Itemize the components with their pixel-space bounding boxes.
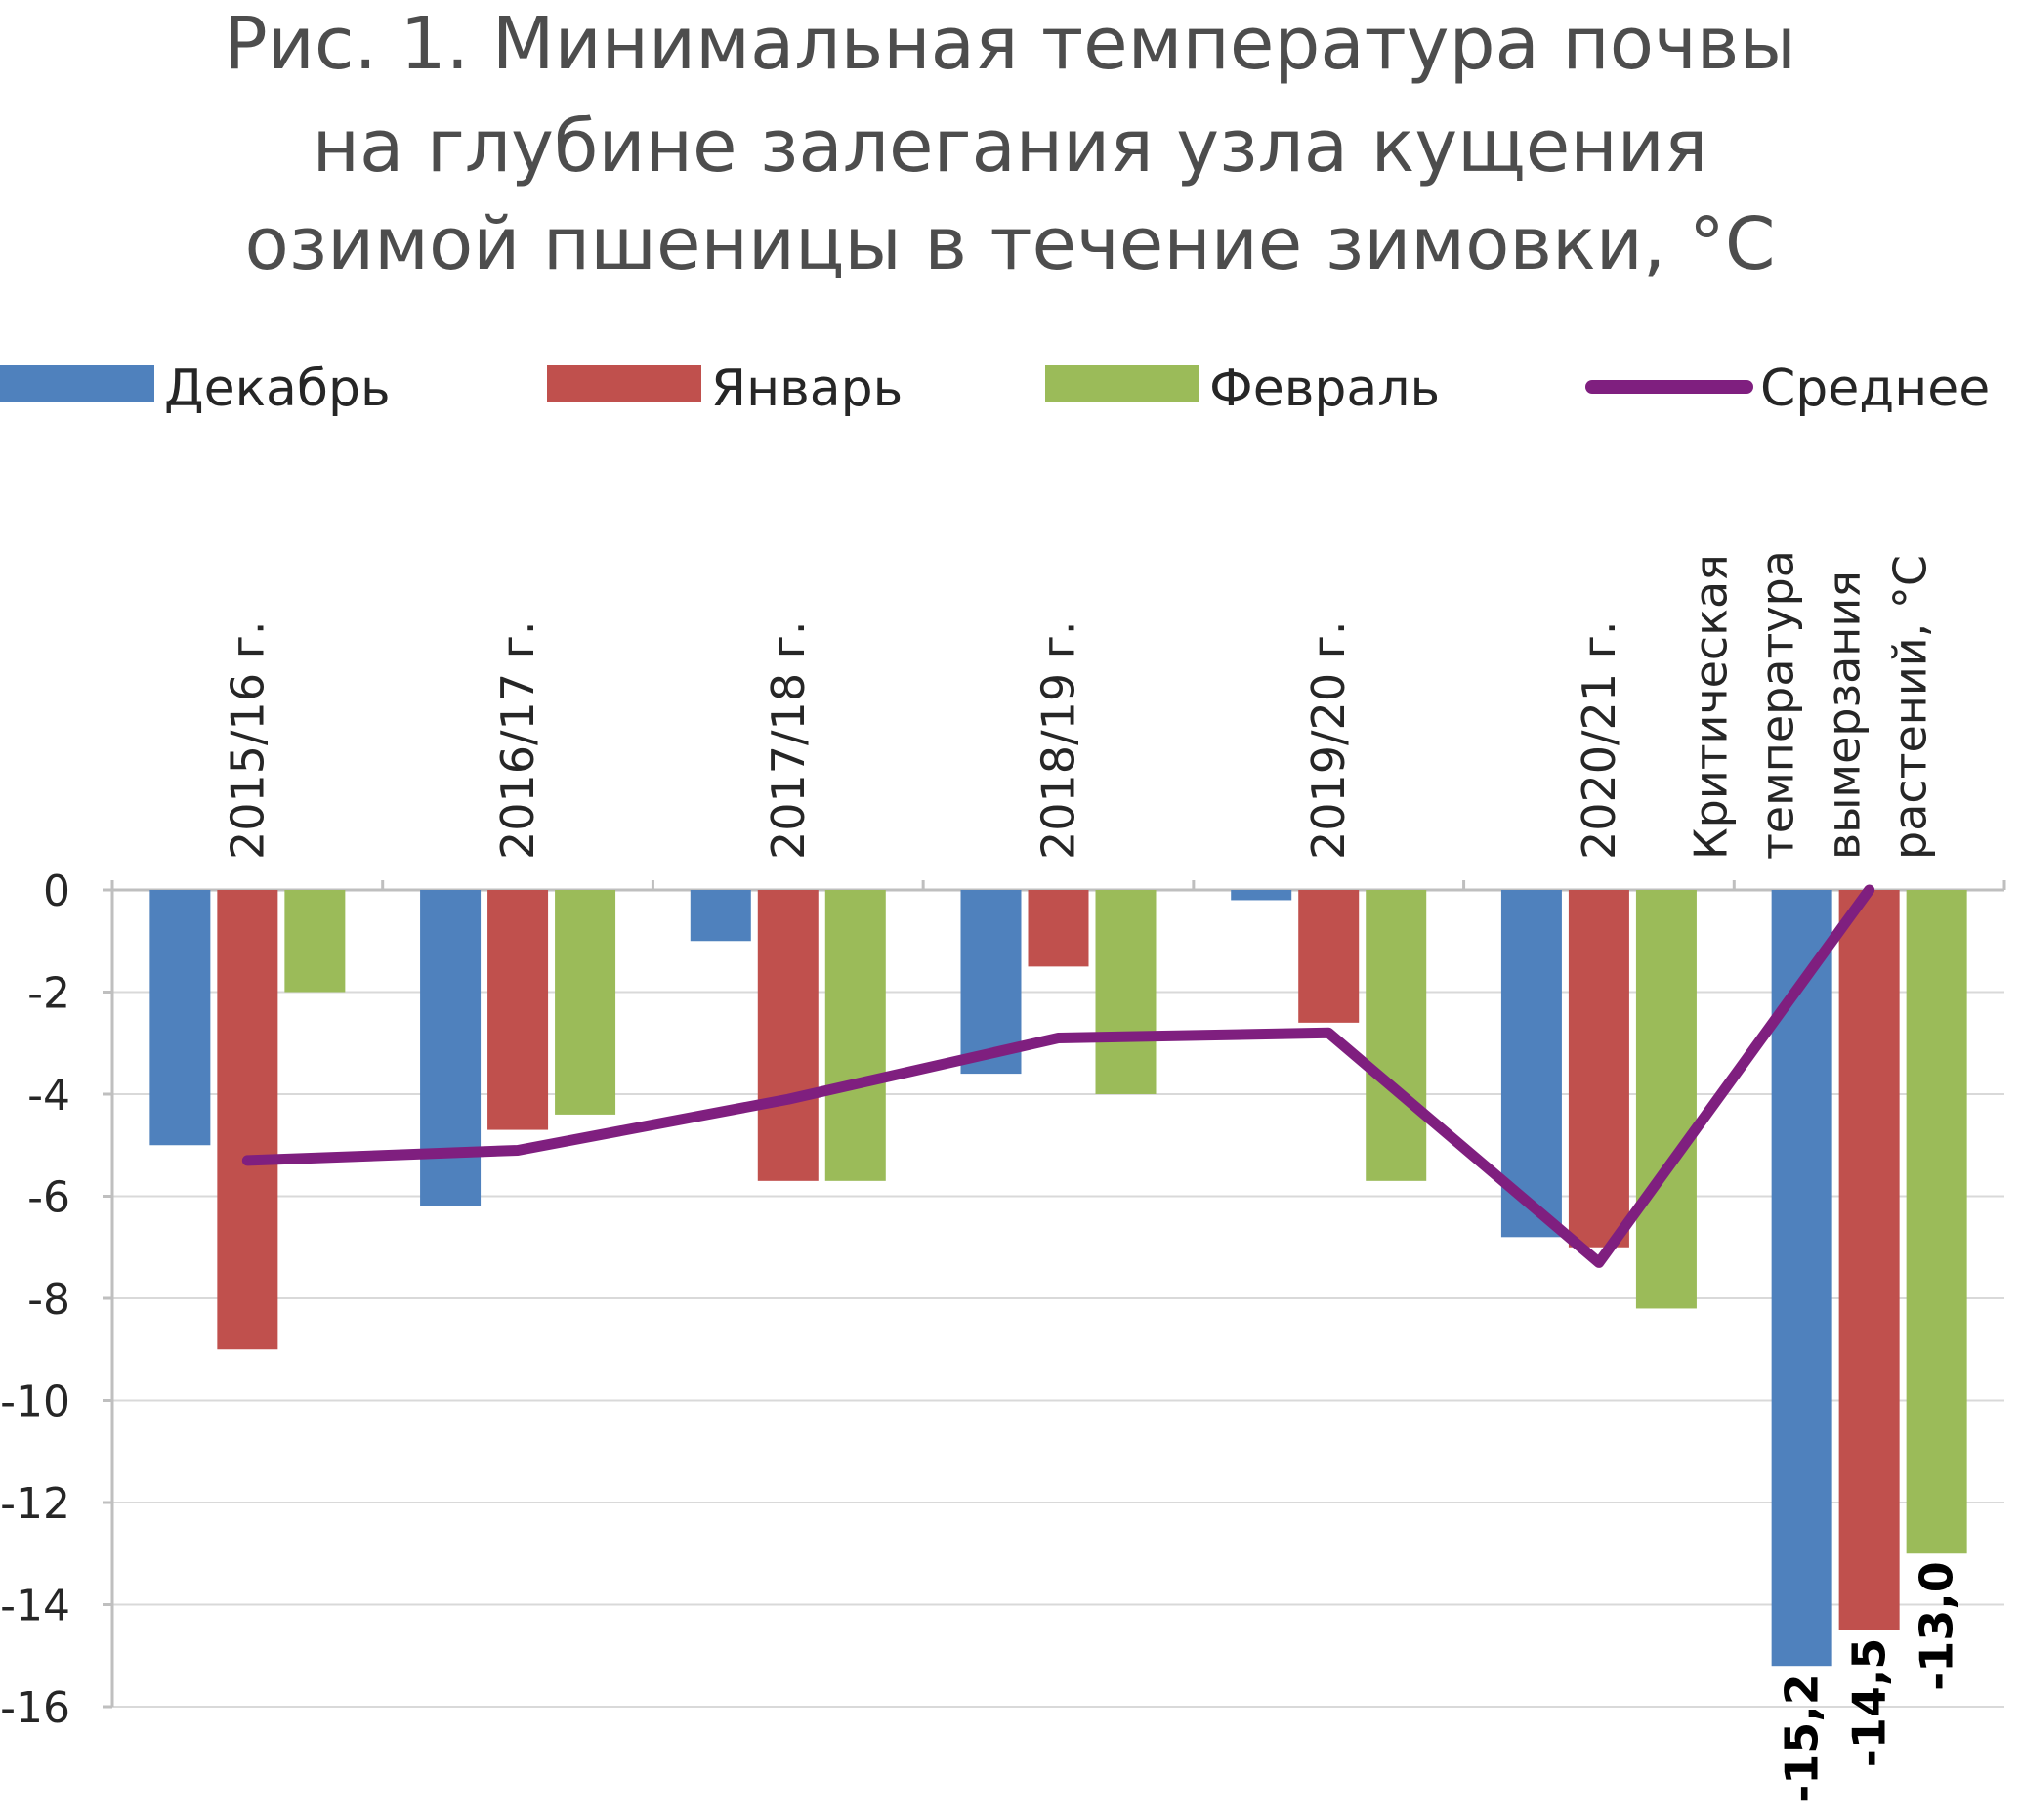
category-label: Критическая bbox=[1685, 554, 1738, 860]
legend-label: Среднее bbox=[1760, 360, 1990, 418]
legend-item: Январь bbox=[547, 360, 903, 418]
category-label: 2017/18 г. bbox=[762, 620, 815, 860]
line-point bbox=[786, 1098, 789, 1101]
bar bbox=[1568, 890, 1629, 1248]
chart-title-line: на глубине залегания узла кущения bbox=[313, 105, 1708, 189]
category-label: вымерзания bbox=[1818, 571, 1871, 860]
legend-item: Февраль bbox=[1045, 360, 1440, 418]
line-point bbox=[1597, 1261, 1600, 1264]
legend-item: Декабрь bbox=[0, 360, 391, 418]
y-tick-label: -8 bbox=[27, 1275, 70, 1325]
bar bbox=[1500, 890, 1562, 1238]
y-tick-label: -12 bbox=[0, 1479, 70, 1529]
bar bbox=[284, 890, 346, 993]
bar bbox=[757, 890, 819, 1181]
legend-swatch bbox=[0, 365, 154, 402]
bar bbox=[824, 890, 886, 1181]
bar bbox=[690, 890, 751, 942]
bars bbox=[149, 890, 1967, 1667]
chart-title: Рис. 1. Минимальная температура почвы на … bbox=[224, 2, 1796, 286]
category-label: температура bbox=[1751, 550, 1804, 860]
category-label: растений, °C bbox=[1884, 555, 1937, 860]
legend: Декабрь Январь Февраль Среднее bbox=[0, 360, 1990, 418]
category-label: 2016/17 г. bbox=[491, 620, 544, 860]
legend-swatch bbox=[547, 365, 701, 402]
legend-item: Среднее bbox=[1585, 360, 1990, 418]
y-tick-label: -14 bbox=[0, 1582, 70, 1631]
line-point bbox=[1327, 1032, 1330, 1035]
bar bbox=[1095, 890, 1157, 1094]
line-point bbox=[1868, 889, 1871, 891]
y-tick-label: -6 bbox=[27, 1173, 70, 1223]
data-label: -15,2 bbox=[1776, 1673, 1829, 1803]
data-labels: -15,2 -14,5 -13,0 bbox=[1776, 1561, 1963, 1803]
data-label: -14,5 bbox=[1843, 1638, 1896, 1768]
data-label: -13,0 bbox=[1911, 1561, 1963, 1691]
bar bbox=[487, 890, 549, 1130]
line-point bbox=[246, 1159, 249, 1162]
line-point bbox=[1057, 1037, 1060, 1039]
bar bbox=[1366, 890, 1427, 1181]
bar bbox=[1298, 890, 1360, 1023]
line-point bbox=[517, 1149, 520, 1152]
chart-title-line: озимой пшеницы в течение зимовки, °C bbox=[244, 202, 1775, 286]
bar bbox=[1028, 890, 1089, 967]
bar bbox=[149, 890, 211, 1146]
gridlines bbox=[112, 889, 2004, 1708]
chart-title-line: Рис. 1. Минимальная температура почвы bbox=[224, 2, 1796, 86]
y-tick-label: -16 bbox=[0, 1683, 70, 1733]
category-label: 2015/16 г. bbox=[221, 620, 274, 860]
average-line bbox=[241, 884, 1875, 1268]
legend-swatch bbox=[1045, 365, 1199, 402]
legend-label: Декабрь bbox=[164, 360, 391, 418]
bar bbox=[1231, 890, 1292, 901]
bar bbox=[555, 890, 616, 1115]
category-label: 2020/21 г. bbox=[1573, 620, 1625, 860]
y-tick-label: -10 bbox=[0, 1377, 70, 1427]
category-label: 2018/19 г. bbox=[1032, 620, 1085, 860]
category-label: 2019/20 г. bbox=[1302, 620, 1355, 860]
bar bbox=[1635, 890, 1697, 1309]
legend-label: Февраль bbox=[1209, 360, 1440, 418]
bar bbox=[1838, 890, 1900, 1630]
category-labels: 2015/16 г. 2016/17 г. 2017/18 г. 2018/19 г.… bbox=[221, 550, 1936, 860]
bar bbox=[217, 890, 278, 1350]
bar bbox=[1906, 890, 1967, 1554]
y-tick-label: -4 bbox=[27, 1071, 70, 1121]
y-tick-label: -2 bbox=[27, 969, 70, 1019]
legend-label: Январь bbox=[711, 360, 903, 418]
bar bbox=[960, 890, 1022, 1075]
y-tick-label: 0 bbox=[43, 867, 70, 916]
